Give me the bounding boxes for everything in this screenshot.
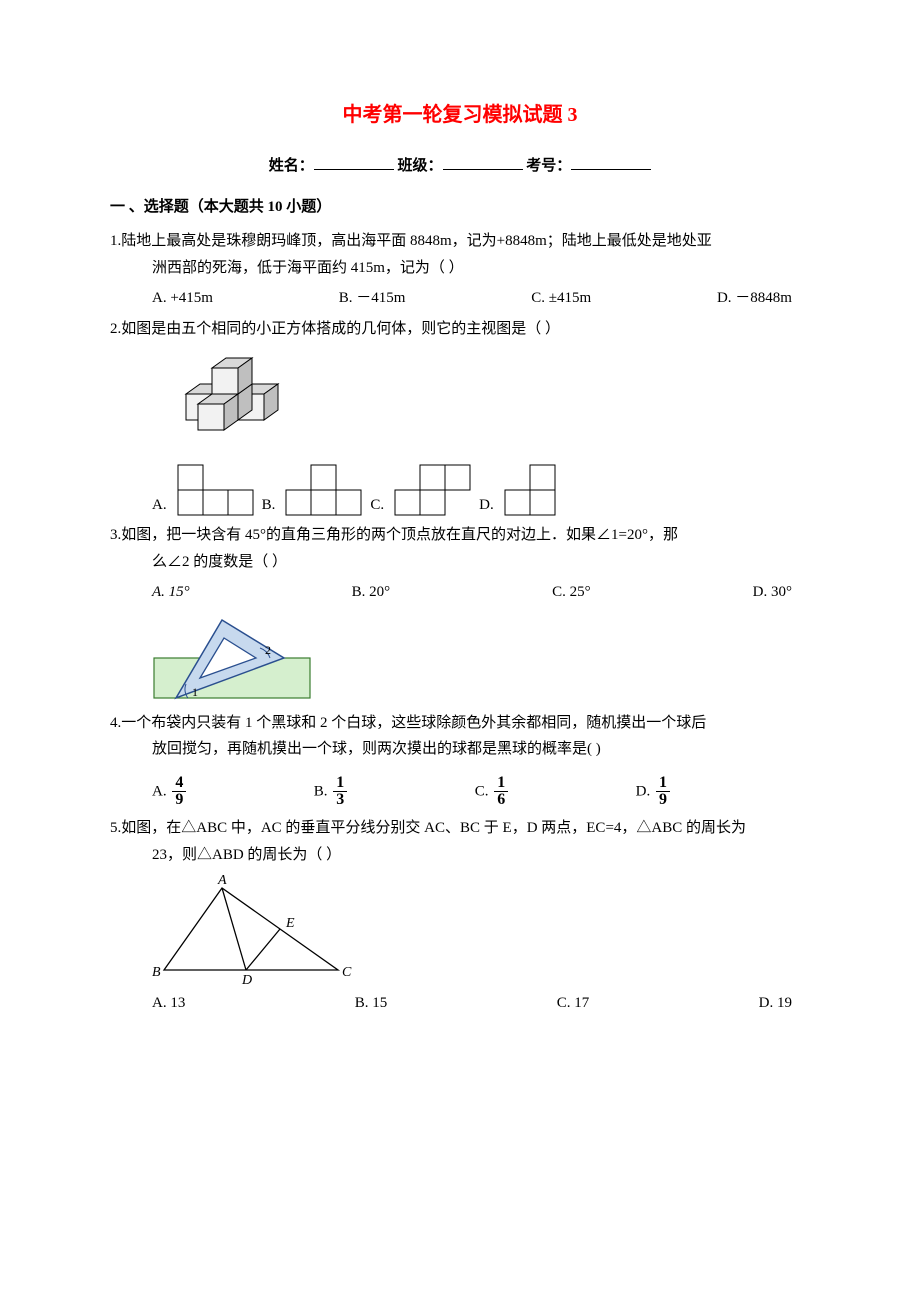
q4-options: A. 49 B. 13 C. 16 D. 19 <box>152 775 672 810</box>
q2-opt-a-figure[interactable] <box>177 464 254 516</box>
page-title: 中考第一轮复习模拟试题 3 <box>110 100 810 130</box>
q2-label-a: A. <box>152 494 167 517</box>
q5-figure: A B C D E <box>152 874 352 984</box>
q4-opt-c[interactable]: C. 16 <box>475 775 511 810</box>
q2-label-d: D. <box>479 494 494 517</box>
q1-opt-a[interactable]: A. +415m <box>152 287 213 310</box>
q2-options: A. B. C. D. <box>152 464 810 516</box>
question-5: 5.如图，在△ABC 中，AC 的垂直平分线分别交 AC、BC 于 E，D 两点… <box>110 817 810 1015</box>
name-label: 姓名： <box>269 158 314 174</box>
question-3: 3.如图，把一块含有 45°的直角三角形的两个顶点放在直尺的对边上．如果∠1=2… <box>110 524 810 704</box>
q2-opt-d-figure[interactable] <box>504 464 581 516</box>
class-label: 班级： <box>397 158 442 174</box>
q2-opt-c-figure[interactable] <box>394 464 471 516</box>
q3-opt-b[interactable]: B. 20° <box>352 581 391 604</box>
exam-blank[interactable] <box>571 169 651 170</box>
svg-text:B: B <box>152 965 161 980</box>
class-blank[interactable] <box>443 169 523 170</box>
q5-line2: 23，则△ABD 的周长为（ ） <box>152 844 810 867</box>
q3-line1: 3.如图，把一块含有 45°的直角三角形的两个顶点放在直尺的对边上．如果∠1=2… <box>110 524 810 547</box>
q4-opt-a[interactable]: A. 49 <box>152 775 188 810</box>
section-heading: 一 、选择题（本大题共 10 小题） <box>110 196 810 219</box>
question-2: 2.如图是由五个相同的小正方体搭成的几何体，则它的主视图是（ ） A. B. C… <box>110 318 810 517</box>
q2-label-c: C. <box>370 494 384 517</box>
q5-line1: 5.如图，在△ABC 中，AC 的垂直平分线分别交 AC、BC 于 E，D 两点… <box>110 817 810 840</box>
q2-cube-figure <box>152 344 282 454</box>
question-4: 4.一个布袋内只装有 1 个黑球和 2 个白球，这些球除颜色外其余都相同，随机摸… <box>110 712 810 810</box>
q4-opt-b[interactable]: B. 13 <box>314 775 350 810</box>
svg-text:E: E <box>285 916 295 931</box>
name-blank[interactable] <box>314 169 394 170</box>
student-info-line: 姓名： 班级： 考号： <box>110 155 810 178</box>
q5-options: A. 13 B. 15 C. 17 D. 19 <box>152 992 792 1015</box>
q2-stem: 2.如图是由五个相同的小正方体搭成的几何体，则它的主视图是（ ） <box>110 318 810 341</box>
q3-options: A. 15° B. 20° C. 25° D. 30° <box>152 581 792 604</box>
q3-opt-a[interactable]: A. 15° <box>152 581 190 604</box>
q4-opt-d[interactable]: D. 19 <box>636 775 672 810</box>
q1-opt-d[interactable]: D. －8848m <box>717 287 792 310</box>
svg-text:C: C <box>342 965 352 980</box>
svg-text:1: 1 <box>192 685 198 699</box>
q1-line1: 1.陆地上最高处是珠穆朗玛峰顶，高出海平面 8848m，记为+8848m；陆地上… <box>110 230 810 253</box>
q5-opt-c[interactable]: C. 17 <box>557 992 590 1015</box>
q5-opt-a[interactable]: A. 13 <box>152 992 185 1015</box>
svg-text:A: A <box>217 874 227 888</box>
q3-opt-d[interactable]: D. 30° <box>753 581 792 604</box>
svg-text:D: D <box>241 973 252 984</box>
q5-opt-d[interactable]: D. 19 <box>759 992 792 1015</box>
q3-figure: 21 <box>152 614 312 704</box>
exam-label: 考号： <box>526 158 571 174</box>
q2-label-b: B. <box>262 494 276 517</box>
q4-line1: 4.一个布袋内只装有 1 个黑球和 2 个白球，这些球除颜色外其余都相同，随机摸… <box>110 712 810 735</box>
question-1: 1.陆地上最高处是珠穆朗玛峰顶，高出海平面 8848m，记为+8848m；陆地上… <box>110 230 810 310</box>
q1-options: A. +415m B. －415m C. ±415m D. －8848m <box>152 287 792 310</box>
q3-line2: 么∠2 的度数是（ ） <box>152 551 810 574</box>
q4-line2: 放回搅匀，再随机摸出一个球，则两次摸出的球都是黑球的概率是( ) <box>152 738 810 761</box>
svg-text:2: 2 <box>265 643 271 657</box>
q1-line2: 洲西部的死海，低于海平面约 415m，记为（ ） <box>152 257 810 280</box>
q5-opt-b[interactable]: B. 15 <box>355 992 388 1015</box>
q1-opt-c[interactable]: C. ±415m <box>531 287 591 310</box>
q2-opt-b-figure[interactable] <box>285 464 362 516</box>
q3-opt-c[interactable]: C. 25° <box>552 581 591 604</box>
q1-opt-b[interactable]: B. －415m <box>339 287 406 310</box>
